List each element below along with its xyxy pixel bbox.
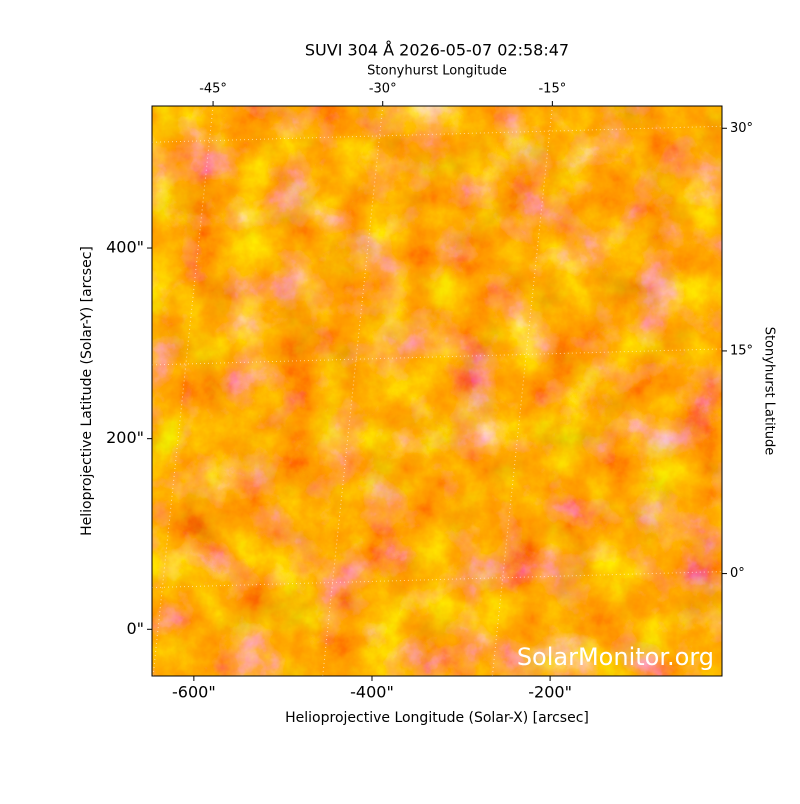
y-tick-label: 400" — [106, 238, 144, 257]
y-label: Helioprojective Latitude (Solar-Y) [arcs… — [79, 246, 95, 536]
x2-tick-label: -30° — [369, 82, 397, 97]
x-tick-label: -200" — [528, 683, 572, 702]
x-label: Helioprojective Longitude (Solar-X) [arc… — [285, 710, 589, 726]
y2-tick-label: 0° — [730, 566, 745, 581]
title: SUVI 304 Å 2026-05-07 02:58:47 — [305, 41, 569, 60]
x-tick-label: -400" — [350, 683, 394, 702]
y2-tick-label: 30° — [730, 121, 753, 136]
y2-tick-label: 15° — [730, 343, 753, 358]
x-tick-label: -600" — [172, 683, 216, 702]
axes-frame — [151, 105, 723, 677]
x2-tick-label: -45° — [199, 82, 227, 97]
y-tick-label: 0" — [126, 619, 144, 638]
y2-label: Stonyhurst Latitude — [762, 327, 777, 456]
y-tick-label: 200" — [106, 428, 144, 447]
watermark: SolarMonitor.org — [517, 643, 714, 671]
solar-image — [152, 106, 722, 676]
x2-label: Stonyhurst Longitude — [367, 64, 507, 79]
x2-tick-label: -15° — [538, 82, 566, 97]
